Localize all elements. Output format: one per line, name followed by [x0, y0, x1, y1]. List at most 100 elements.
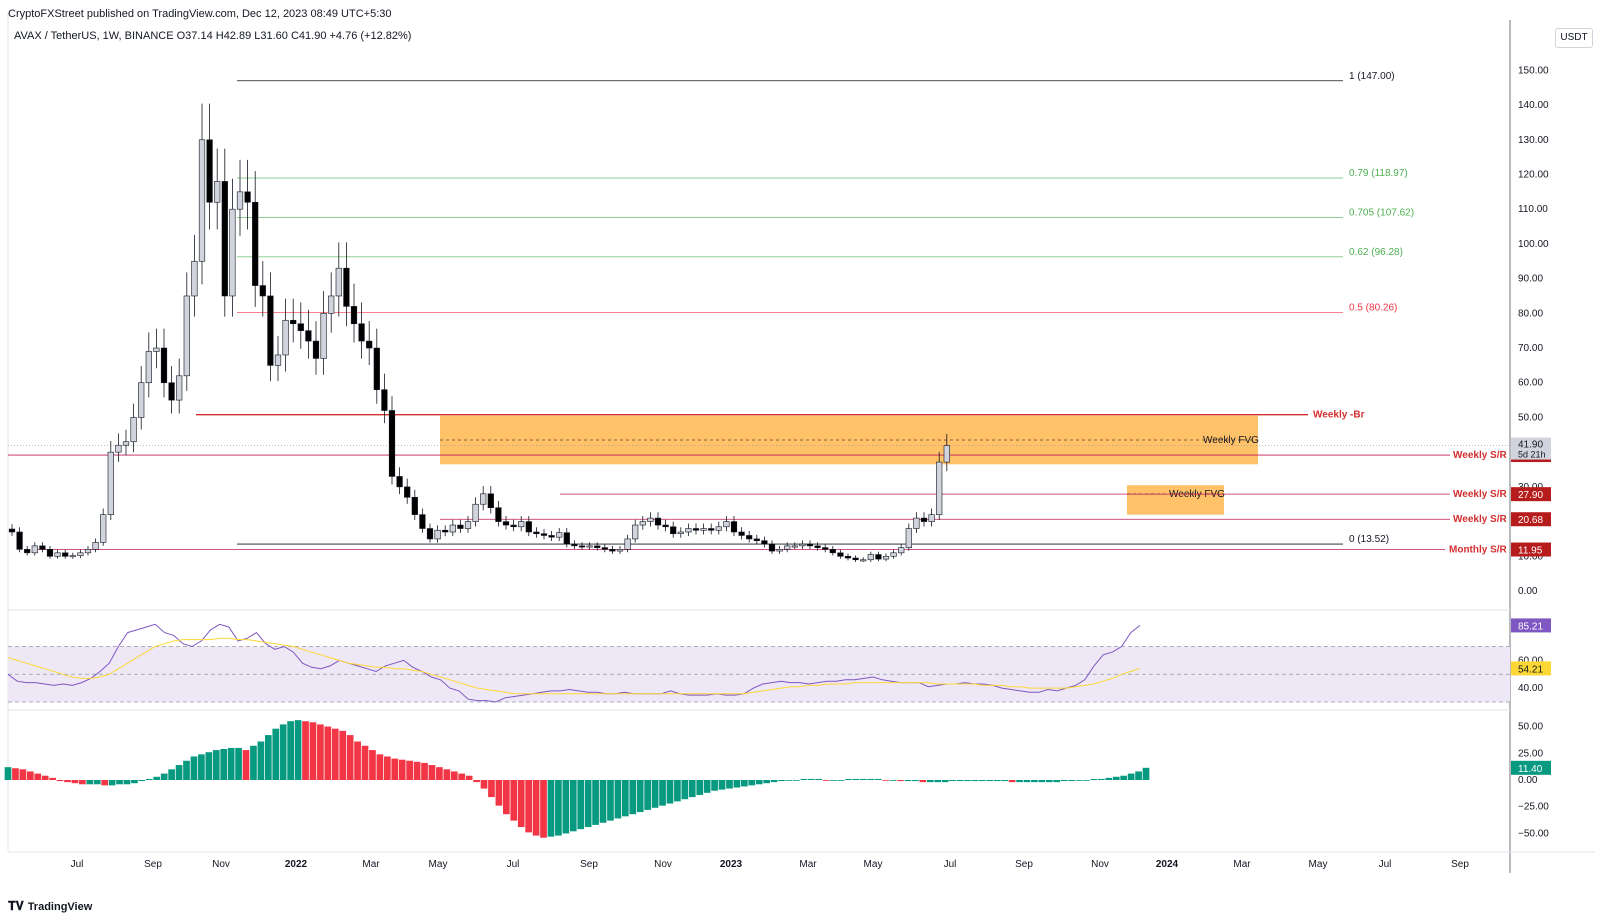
time-tick-label: Nov [654, 859, 672, 870]
tv-logo-icon: 𝐓𝐕 [8, 899, 24, 913]
hist-bar [1053, 780, 1061, 783]
hist-bar [131, 780, 138, 784]
symbol-legend[interactable]: AVAX / TetherUS, 1W, BINANCE O37.14 H42.… [14, 30, 412, 42]
price-tick-label: 0.00 [1518, 586, 1538, 597]
candle [829, 549, 836, 554]
published-caption: CryptoFXStreet published on TradingView.… [8, 8, 392, 20]
hist-bar [34, 773, 42, 780]
hist-bar [614, 780, 622, 819]
candle [297, 323, 304, 331]
hist-bar [852, 778, 860, 780]
hist-bar [398, 759, 406, 780]
price-tick-label: 140.00 [1518, 100, 1549, 111]
rsi-value-label: 85.21 [1518, 621, 1543, 632]
candle [670, 526, 677, 535]
hist-bar [1105, 777, 1113, 780]
hist-bar [86, 780, 94, 785]
hist-bar [845, 778, 852, 780]
candle [92, 542, 99, 550]
hist-bar [339, 730, 347, 780]
hist-bar [793, 780, 800, 781]
candle [487, 493, 494, 508]
hist-bar [956, 780, 964, 782]
candle [905, 528, 912, 548]
hist-bar [607, 780, 614, 821]
hist-bar [926, 780, 934, 783]
hist-bar [867, 778, 875, 780]
time-tick-label: 2022 [285, 859, 308, 870]
hist-bar [369, 750, 376, 780]
candle [16, 531, 23, 550]
hist-bar [1038, 780, 1046, 783]
fib-label: 0 (13.52) [1349, 534, 1389, 545]
candle [913, 517, 920, 529]
hist-bar [1060, 780, 1068, 782]
hist-bar [279, 724, 287, 780]
currency-button[interactable]: USDT [1555, 28, 1593, 48]
sr-label: Weekly S/R [1453, 489, 1508, 500]
sr-label: Weekly S/R [1453, 514, 1508, 525]
candle [457, 524, 464, 529]
hist-bar [964, 780, 971, 782]
hist-bar [302, 721, 309, 780]
hist-tick-label: 0.00 [1518, 775, 1538, 786]
hist-bar [205, 752, 213, 780]
hist-bar [741, 780, 748, 787]
hist-bar [681, 780, 689, 800]
candle [252, 201, 259, 286]
time-tick-label: Jul [1379, 859, 1392, 870]
last-price-tag [1511, 437, 1551, 460]
candle [533, 531, 540, 535]
hist-bar [651, 780, 659, 808]
hist-bar [688, 780, 696, 798]
time-tick-label: Jul [507, 859, 520, 870]
hist-bar [450, 771, 458, 780]
price-axis[interactable]: 0.0010.0020.0030.0040.0050.0060.0070.008… [1511, 65, 1551, 839]
candle [700, 528, 707, 531]
candle [290, 319, 297, 325]
hist-bar [636, 780, 644, 813]
price-tick-label: 90.00 [1518, 274, 1543, 285]
candle [723, 521, 730, 528]
hist-bar [726, 780, 733, 789]
candle [639, 521, 646, 526]
candle [426, 528, 434, 540]
candle [784, 545, 791, 550]
hist-bar [12, 768, 19, 780]
fib-label: 0.62 (96.28) [1349, 247, 1403, 258]
histogram-panel [4, 720, 1150, 838]
hist-bar [815, 778, 823, 780]
candle [54, 552, 61, 557]
candle [229, 208, 236, 297]
hist-bar [555, 780, 562, 836]
sr-price-tag [1511, 542, 1551, 557]
hist-bar [257, 741, 265, 780]
candle [692, 528, 700, 531]
candle [145, 351, 152, 384]
rsi-panel [7, 623, 1510, 703]
rsi-ma-tag [1511, 661, 1551, 676]
candle [730, 521, 738, 533]
hist-bar [830, 780, 837, 781]
hist-bar [294, 720, 302, 780]
candle [176, 375, 183, 401]
sr-label: Weekly -Br [1313, 410, 1365, 421]
hist-bar [1090, 778, 1098, 780]
candle [39, 545, 46, 550]
brand[interactable]: 𝐓𝐕 TradingView [8, 899, 92, 914]
hist-bar [443, 769, 451, 780]
candle [746, 535, 753, 540]
candle [62, 552, 69, 557]
candle [556, 532, 563, 538]
candle [267, 295, 274, 366]
price-tick-label: 130.00 [1518, 135, 1549, 146]
candle [236, 191, 244, 210]
hist-bar [361, 745, 369, 780]
hist-bar [391, 758, 399, 780]
candle [586, 545, 593, 548]
hist-bar [748, 780, 756, 786]
time-axis[interactable]: Jul Sep Nov 2022 Mar May Jul Sep Nov 2023 Mar May Ju… [71, 859, 1470, 870]
hist-bar [584, 780, 592, 828]
